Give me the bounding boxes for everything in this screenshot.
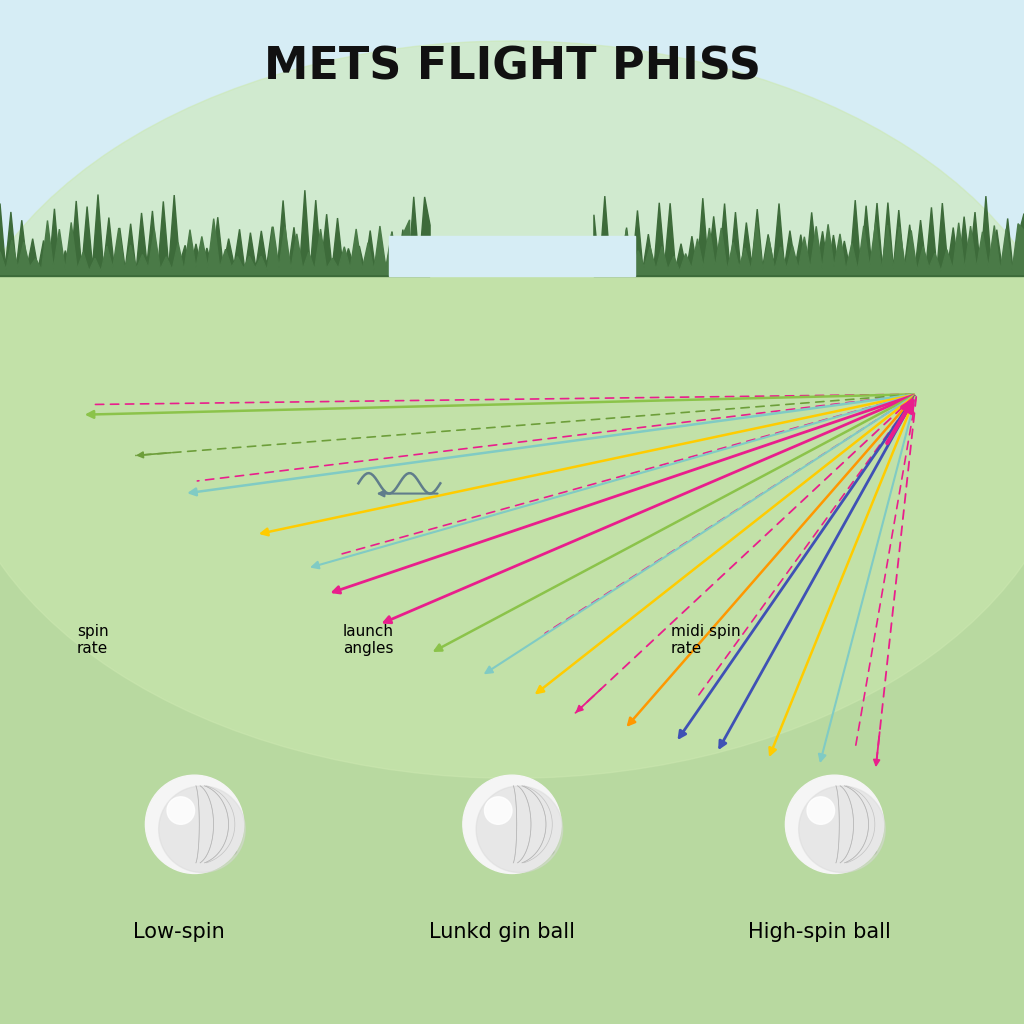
Polygon shape: [594, 197, 1024, 276]
Ellipse shape: [163, 843, 237, 860]
Text: midi spin
rate: midi spin rate: [671, 624, 740, 656]
Circle shape: [785, 775, 884, 873]
Polygon shape: [614, 221, 1024, 274]
Polygon shape: [0, 190, 430, 276]
Circle shape: [463, 775, 561, 873]
Circle shape: [145, 775, 244, 873]
Text: Low-spin: Low-spin: [133, 922, 225, 942]
Circle shape: [167, 797, 195, 824]
Text: launch
angles: launch angles: [343, 624, 394, 656]
Text: Lunkd gin ball: Lunkd gin ball: [429, 922, 574, 942]
Circle shape: [484, 797, 512, 824]
Text: spin
rate: spin rate: [77, 624, 109, 656]
Bar: [389, 236, 635, 276]
Circle shape: [799, 786, 885, 872]
Ellipse shape: [480, 843, 554, 860]
Ellipse shape: [803, 843, 877, 860]
Circle shape: [159, 786, 245, 872]
Polygon shape: [0, 219, 410, 274]
Bar: [0, 276, 1024, 1024]
Text: METS FLIGHT PHISS: METS FLIGHT PHISS: [263, 45, 761, 88]
Text: High-spin ball: High-spin ball: [748, 922, 891, 942]
Circle shape: [476, 786, 562, 872]
Circle shape: [807, 797, 835, 824]
Ellipse shape: [0, 41, 1024, 778]
Bar: [0, 0, 1024, 276]
